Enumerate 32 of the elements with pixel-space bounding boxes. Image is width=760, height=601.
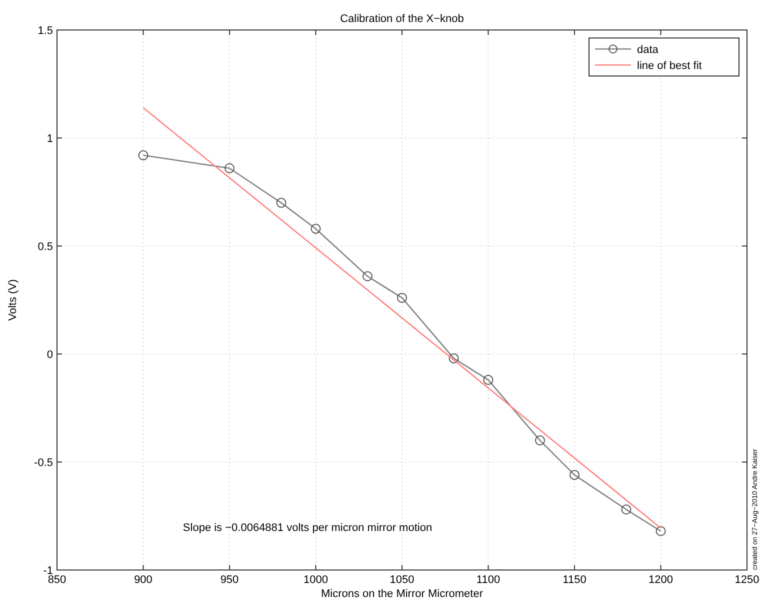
point [570,470,580,480]
x-tick-label: 1200 [648,574,673,586]
x-tick-label: 950 [220,574,239,586]
chart-title: Calibration of the X−knob [340,13,464,25]
x-tick-label: 1150 [562,574,586,586]
point [224,163,234,174]
point [448,353,459,364]
x-tick-label: 1050 [390,574,414,586]
y-tick-label: -0.5 [34,457,53,469]
point [362,271,372,282]
x-tick-label: 1000 [304,574,328,586]
legend-label: data [637,44,660,56]
point [656,526,666,536]
y-tick-label: 0 [46,349,53,361]
legend-label: line of best fit [637,60,702,72]
y-tick-label: 1 [46,133,53,145]
x-tick-label: 1250 [734,574,760,586]
y-axis-title: Volts (V) [7,279,19,321]
point [138,150,148,160]
x-tick-label: 900 [134,574,152,586]
y-tick-label: 1.5 [38,25,53,37]
point [310,224,321,234]
point [397,292,407,303]
x-tick-label: 850 [48,574,66,586]
point [276,198,286,208]
point [535,435,545,446]
point [483,374,494,385]
annotation: Slope is −0.0064881 volts per micron mirror motion [182,522,432,534]
x-axis-title: Microns on the Mirror Micrometer [321,588,484,600]
x-tick-label: 1100 [476,574,500,586]
y-tick-label: 0.5 [38,241,53,253]
point [621,504,632,515]
